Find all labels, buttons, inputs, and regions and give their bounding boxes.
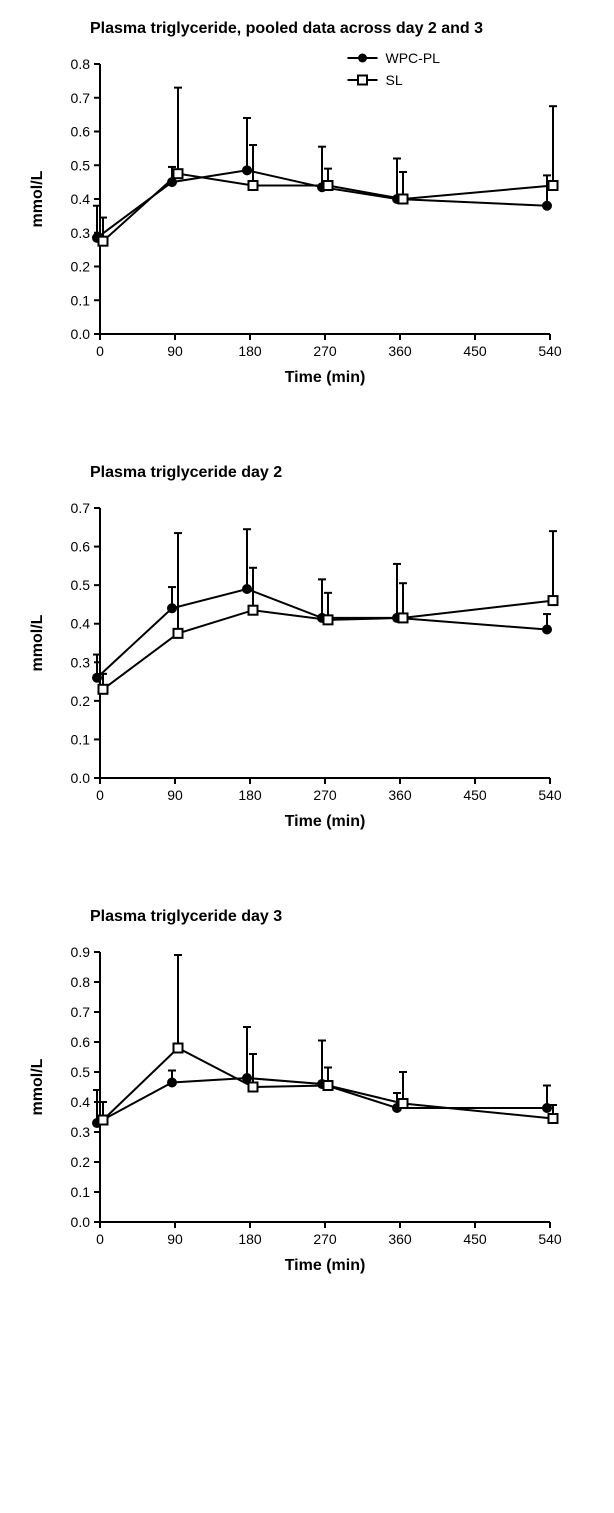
x-tick-label: 360 — [388, 343, 412, 359]
y-tick-label: 0.3 — [71, 225, 91, 241]
x-tick-label: 270 — [313, 343, 337, 359]
marker-square — [174, 169, 183, 178]
legend-label: WPC-PL — [386, 50, 441, 66]
x-tick-label: 180 — [238, 787, 262, 803]
y-tick-label: 0.1 — [71, 731, 91, 747]
legend-marker — [358, 54, 367, 63]
marker-square — [174, 629, 183, 638]
x-tick-label: 90 — [167, 787, 183, 803]
x-tick-label: 180 — [238, 343, 262, 359]
marker-circle — [543, 201, 552, 210]
chart: Plasma triglyceride, pooled data across … — [20, 20, 594, 404]
y-tick-label: 0.6 — [71, 1034, 91, 1050]
legend-marker — [358, 76, 367, 85]
marker-square — [399, 613, 408, 622]
x-tick-label: 450 — [463, 343, 487, 359]
marker-square — [549, 181, 558, 190]
y-tick-label: 0.2 — [71, 1154, 91, 1170]
y-axis-label: mmol/L — [29, 170, 46, 227]
x-tick-label: 270 — [313, 1231, 337, 1247]
x-tick-label: 540 — [538, 1231, 562, 1247]
y-tick-label: 0.4 — [71, 616, 91, 632]
x-tick-label: 180 — [238, 1231, 262, 1247]
marker-square — [249, 1083, 258, 1092]
y-axis-label: mmol/L — [29, 1058, 46, 1115]
x-tick-label: 270 — [313, 787, 337, 803]
x-tick-label: 0 — [96, 343, 104, 359]
marker-circle — [168, 604, 177, 613]
x-tick-label: 90 — [167, 343, 183, 359]
marker-square — [399, 195, 408, 204]
y-axis-label: mmol/L — [29, 614, 46, 671]
marker-square — [324, 615, 333, 624]
y-tick-label: 0.1 — [71, 1184, 91, 1200]
y-tick-label: 0.1 — [71, 292, 91, 308]
y-tick-label: 0.8 — [71, 974, 91, 990]
marker-square — [99, 1116, 108, 1125]
marker-circle — [168, 1078, 177, 1087]
y-tick-label: 0.8 — [71, 56, 91, 72]
marker-square — [99, 685, 108, 694]
marker-square — [99, 237, 108, 246]
y-tick-label: 0.0 — [71, 770, 91, 786]
legend-label: SL — [386, 72, 403, 88]
y-tick-label: 0.4 — [71, 191, 91, 207]
y-tick-label: 0.0 — [71, 326, 91, 342]
chart-title: Plasma triglyceride, pooled data across … — [90, 20, 594, 38]
marker-circle — [243, 166, 252, 175]
chart-title: Plasma triglyceride day 3 — [90, 908, 594, 926]
x-tick-label: 540 — [538, 787, 562, 803]
x-axis-label: Time (min) — [285, 1257, 366, 1274]
y-tick-label: 0.6 — [71, 124, 91, 140]
chart-svg: 0.0 0.1 0.2 0.3 0.4 0.5 0.6 0.7 mmol/L 0 90 180 270 3… — [20, 488, 580, 848]
x-axis-label: Time (min) — [285, 813, 366, 830]
marker-square — [174, 1044, 183, 1053]
marker-circle — [243, 585, 252, 594]
y-tick-label: 0.7 — [71, 1004, 91, 1020]
x-tick-label: 360 — [388, 787, 412, 803]
y-tick-label: 0.0 — [71, 1214, 91, 1230]
marker-square — [324, 181, 333, 190]
y-tick-label: 0.2 — [71, 259, 91, 275]
chart-svg: 0.0 0.1 0.2 0.3 0.4 0.5 0.6 0.7 0.8 0.9 mmol/L 0 90 1… — [20, 932, 580, 1292]
chart-title: Plasma triglyceride day 2 — [90, 464, 594, 482]
marker-square — [249, 181, 258, 190]
x-tick-label: 450 — [463, 1231, 487, 1247]
y-tick-label: 0.5 — [71, 577, 91, 593]
marker-square — [399, 1099, 408, 1108]
marker-square — [549, 1114, 558, 1123]
y-tick-label: 0.3 — [71, 654, 91, 670]
x-axis-label: Time (min) — [285, 369, 366, 386]
y-tick-label: 0.5 — [71, 157, 91, 173]
x-tick-label: 360 — [388, 1231, 412, 1247]
marker-circle — [543, 625, 552, 634]
marker-square — [249, 606, 258, 615]
y-tick-label: 0.4 — [71, 1094, 91, 1110]
x-tick-label: 90 — [167, 1231, 183, 1247]
chart: Plasma triglyceride day 2 0.0 0.1 0.2 0.3 0.4… — [20, 464, 594, 848]
x-tick-label: 0 — [96, 787, 104, 803]
y-tick-label: 0.3 — [71, 1124, 91, 1140]
y-tick-label: 0.2 — [71, 693, 91, 709]
marker-square — [324, 1081, 333, 1090]
y-tick-label: 0.5 — [71, 1064, 91, 1080]
x-tick-label: 540 — [538, 343, 562, 359]
y-tick-label: 0.9 — [71, 944, 91, 960]
x-tick-label: 0 — [96, 1231, 104, 1247]
y-tick-label: 0.7 — [71, 500, 91, 516]
y-tick-label: 0.7 — [71, 90, 91, 106]
chart: Plasma triglyceride day 3 0.0 0.1 0.2 0.3 0.4… — [20, 908, 594, 1292]
y-tick-label: 0.6 — [71, 539, 91, 555]
marker-square — [549, 596, 558, 605]
x-tick-label: 450 — [463, 787, 487, 803]
chart-svg: 0.0 0.1 0.2 0.3 0.4 0.5 0.6 0.7 0.8 mmol/L 0 90 180 2… — [20, 44, 580, 404]
